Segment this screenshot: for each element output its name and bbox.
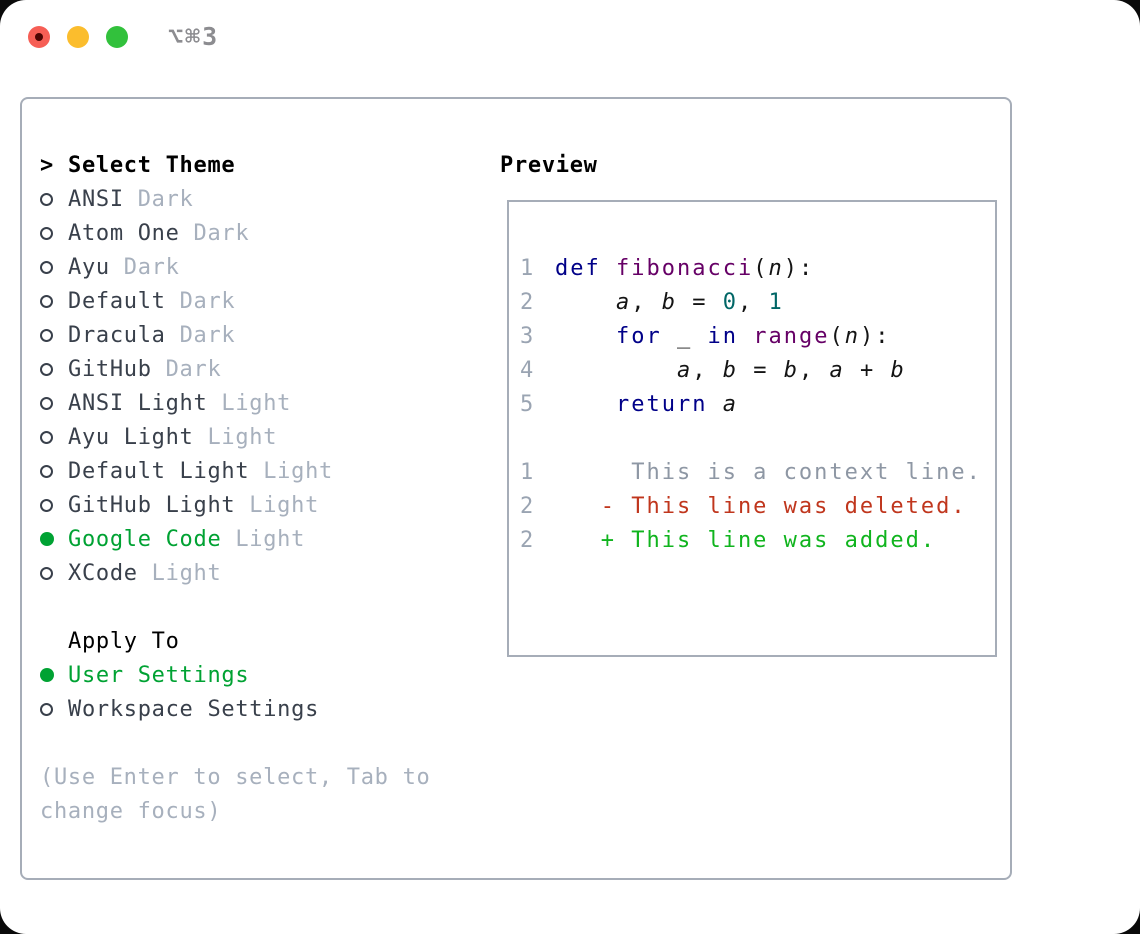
diff-text: This is a context line. [555, 459, 982, 485]
theme-name: Dracula [68, 322, 166, 348]
line-number: 2 [520, 493, 536, 519]
theme-name: GitHub [68, 356, 152, 382]
radio-icon [40, 566, 68, 580]
diff-line-context: 1 This is a context line. [520, 455, 995, 489]
theme-list-title: Select Theme [68, 152, 236, 178]
theme-list: > Select Theme ANSI Dark Atom One Dark Ayu… [40, 148, 333, 590]
radio-icon [40, 498, 68, 512]
diff-text: + This line was added. [555, 527, 937, 553]
theme-variant: Light [207, 390, 292, 416]
line-number: 3 [520, 323, 536, 349]
theme-variant: Light [137, 560, 222, 586]
radio-icon [40, 192, 68, 206]
radio-icon [40, 702, 68, 716]
theme-option-row[interactable]: Google Code Light [40, 522, 333, 556]
help-text: (Use Enter to select, Tab to change focu… [40, 760, 430, 828]
theme-variant: Light [235, 492, 320, 518]
theme-name: GitHub Light [68, 492, 236, 518]
theme-name: ANSI [68, 186, 124, 212]
theme-name: Ayu Light [68, 424, 194, 450]
theme-name: Default [68, 288, 166, 314]
theme-option-row[interactable]: ANSI Light Light [40, 386, 333, 420]
radio-icon [40, 294, 68, 308]
radio-icon [40, 260, 68, 274]
code-line: 2 a, b = 0, 1 [520, 285, 995, 319]
theme-variant: Light [193, 424, 278, 450]
radio-icon [40, 464, 68, 478]
code-line: 4 a, b = b, a + b [520, 353, 995, 387]
theme-name: Ayu [68, 254, 110, 280]
radio-selected-icon [40, 668, 68, 682]
theme-option-row[interactable]: Atom One Dark [40, 216, 333, 250]
line-number: 4 [520, 357, 536, 383]
radio-selected-icon [40, 532, 68, 546]
apply-to-header-row: Apply To [40, 624, 319, 658]
code-text: for _ in range(n): [615, 323, 891, 349]
line-number: 1 [520, 255, 536, 281]
theme-variant: Dark [109, 254, 180, 280]
code-line: 1 def fibonacci(n): [520, 251, 995, 285]
theme-name: ANSI Light [68, 390, 208, 416]
theme-name: XCode [68, 560, 138, 586]
help-line: (Use Enter to select, Tab to [40, 764, 431, 790]
code-text: a, b = 0, 1 [615, 289, 784, 315]
theme-variant: Light [249, 458, 333, 484]
apply-option-label: User Settings [68, 662, 250, 688]
cursor-arrow-icon: > [40, 152, 54, 178]
theme-list-header-row: > Select Theme [40, 148, 333, 182]
theme-name: Default Light [68, 458, 250, 484]
theme-variant: Light [221, 526, 306, 552]
radio-icon [40, 430, 68, 444]
help-line: change focus) [40, 798, 222, 824]
line-number: 2 [520, 289, 536, 315]
line-number: 2 [520, 527, 536, 553]
theme-selector-panel: > Select Theme ANSI Dark Atom One Dark Ayu… [20, 97, 1012, 880]
apply-option-row[interactable]: User Settings [40, 658, 319, 692]
theme-option-row[interactable]: Ayu Dark [40, 250, 333, 284]
theme-option-row[interactable]: GitHub Light Light [40, 488, 333, 522]
window-title: ⌥⌘3 [168, 22, 220, 51]
diff-text: - This line was deleted. [555, 493, 967, 519]
line-number: 5 [520, 391, 536, 417]
radio-icon [40, 396, 68, 410]
close-window-icon[interactable] [28, 26, 50, 48]
theme-variant: Dark [165, 322, 236, 348]
radio-icon [40, 328, 68, 342]
theme-option-row[interactable]: XCode Light [40, 556, 333, 590]
diff-line-added: 2 + This line was added. [520, 523, 995, 557]
zoom-window-icon[interactable] [106, 26, 128, 48]
preview-title: Preview [500, 152, 598, 178]
theme-option-row[interactable]: Dracula Dark [40, 318, 333, 352]
theme-variant: Dark [123, 186, 194, 212]
code-line: 3 for _ in range(n): [520, 319, 995, 353]
diff-line-deleted: 2 - This line was deleted. [520, 489, 995, 523]
blank-line [520, 421, 995, 455]
apply-option-row[interactable]: Workspace Settings [40, 692, 319, 726]
radio-icon [40, 226, 68, 240]
theme-option-row[interactable]: GitHub Dark [40, 352, 333, 386]
apply-to-section: Apply To User Settings Workspace Settings [40, 624, 319, 726]
code-text: def fibonacci(n): [555, 255, 815, 281]
theme-option-row[interactable]: Default Light Light [40, 454, 333, 488]
code-line: 5 return a [520, 387, 995, 421]
theme-name: Atom One [68, 220, 180, 246]
theme-name: Google Code [68, 526, 222, 552]
apply-to-title: Apply To [68, 628, 180, 654]
theme-option-row[interactable]: Default Dark [40, 284, 333, 318]
line-number: 1 [520, 459, 536, 485]
theme-variant: Dark [179, 220, 250, 246]
code-text: a, b = b, a + b [676, 357, 906, 383]
radio-icon [40, 362, 68, 376]
theme-option-row[interactable]: ANSI Dark [40, 182, 333, 216]
minimize-window-icon[interactable] [67, 26, 89, 48]
theme-option-row[interactable]: Ayu Light Light [40, 420, 333, 454]
apply-option-label: Workspace Settings [68, 696, 320, 722]
theme-variant: Dark [151, 356, 222, 382]
code-text: return a [615, 391, 738, 417]
theme-variant: Dark [165, 288, 236, 314]
